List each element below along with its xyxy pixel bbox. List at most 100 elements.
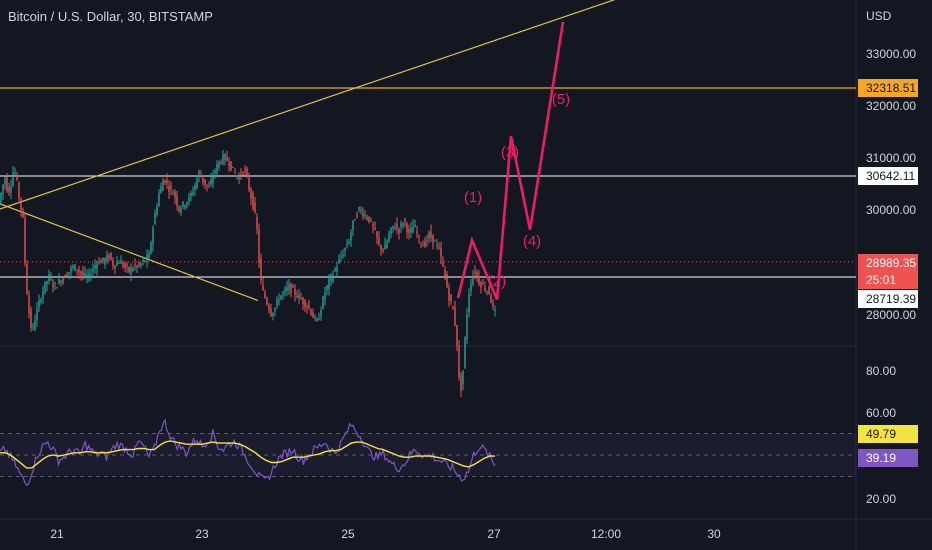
candle-body	[464, 337, 466, 368]
candle-body	[174, 191, 176, 198]
candle-body	[366, 217, 368, 220]
candle-body	[456, 324, 458, 347]
candle-body	[26, 263, 28, 295]
candle-body	[106, 254, 108, 262]
candle-body	[300, 297, 302, 300]
candle-body	[334, 268, 336, 271]
candle-body	[204, 179, 206, 186]
candle-body	[336, 266, 338, 272]
candle-body	[0, 192, 2, 204]
candle-body	[98, 261, 100, 264]
candle-body	[478, 276, 480, 285]
candle-body	[474, 271, 476, 274]
candle-body	[480, 281, 482, 288]
candle-body	[380, 245, 382, 250]
wave-label-3[interactable]: (3)	[500, 144, 520, 161]
candle-body	[62, 278, 64, 283]
wave-label-1[interactable]: (1)	[463, 189, 483, 206]
candle-body	[454, 307, 456, 326]
candle-body	[296, 296, 298, 298]
candle-body	[390, 227, 392, 234]
trendline-1	[0, 0, 616, 210]
candle-body	[102, 257, 104, 261]
candle-body	[246, 168, 248, 178]
candle-body	[80, 271, 82, 275]
candle-body	[126, 264, 128, 267]
upper-level-price-tag[interactable]: 30642.11	[858, 167, 918, 185]
wave-label-2[interactable]: (2)	[487, 273, 507, 290]
candle-body	[404, 218, 406, 222]
candle-body	[244, 169, 246, 171]
candle-body	[368, 216, 370, 223]
candle-body	[104, 258, 106, 264]
candle-body	[88, 273, 90, 277]
candle-body	[250, 189, 252, 199]
candle-body	[396, 223, 398, 228]
candle-body	[448, 287, 450, 301]
candle-body	[374, 227, 376, 230]
candle-body	[410, 228, 412, 233]
candle-body	[60, 281, 62, 283]
candle-body	[72, 266, 74, 268]
candle-body	[356, 215, 358, 217]
candle-body	[322, 296, 324, 309]
candle-body	[408, 228, 410, 233]
price-tick: 30000.00	[866, 203, 917, 217]
candle-body	[22, 210, 24, 217]
symbol-title[interactable]: Bitcoin / U.S. Dollar, 30, BITSTAMP	[8, 9, 213, 24]
candle-body	[158, 193, 160, 206]
candle-body	[466, 314, 468, 339]
candle-body	[484, 287, 486, 291]
candle-body	[34, 320, 36, 331]
candle-body	[274, 307, 276, 312]
resistance-price-tag[interactable]: 32318.51	[858, 79, 918, 97]
trendline-2	[0, 203, 259, 302]
candle-body	[388, 233, 390, 242]
candle-body	[286, 287, 288, 291]
candle-body	[224, 154, 226, 160]
candle-body	[214, 171, 216, 174]
lower-level-price-tag[interactable]: 28719.39	[858, 290, 918, 308]
candle-body	[330, 274, 332, 281]
time-tick: 23	[195, 527, 209, 541]
candle-body	[310, 309, 312, 315]
candle-body	[376, 231, 378, 238]
candle-body	[142, 260, 144, 262]
candle-body	[292, 285, 294, 288]
candle-body	[228, 162, 230, 166]
candle-body	[438, 247, 440, 249]
candle-body	[468, 294, 470, 313]
candle-body	[304, 300, 306, 308]
candle-body	[54, 283, 56, 285]
candle-body	[136, 265, 138, 268]
wave-label-5[interactable]: (5)	[551, 91, 571, 108]
candle-body	[384, 244, 386, 250]
candle-body	[146, 254, 148, 261]
candle-body	[312, 312, 314, 318]
candle-body	[18, 182, 20, 199]
candle-body	[320, 310, 322, 317]
candle-body	[212, 176, 214, 184]
candle-body	[406, 223, 408, 233]
candle-body	[14, 172, 16, 174]
candle-body	[108, 255, 110, 259]
time-tick: 27	[487, 527, 501, 541]
candle-body	[392, 225, 394, 229]
candle-body	[216, 164, 218, 173]
candle-body	[218, 161, 220, 168]
time-tick: 25	[341, 527, 355, 541]
candle-body	[492, 302, 494, 307]
candle-body	[70, 267, 72, 272]
price-tick: 31000.00	[866, 151, 917, 165]
candle-body	[450, 294, 452, 302]
candle-body	[278, 299, 280, 302]
candle-body	[306, 306, 308, 308]
rsi-ma-value-tag: 49.79	[858, 425, 918, 443]
candle-body	[242, 172, 244, 174]
candle-body	[364, 214, 366, 216]
candle-body	[476, 272, 478, 277]
candle-body	[318, 318, 320, 320]
candle-body	[66, 274, 68, 277]
wave-label-4[interactable]: (4)	[522, 233, 542, 250]
